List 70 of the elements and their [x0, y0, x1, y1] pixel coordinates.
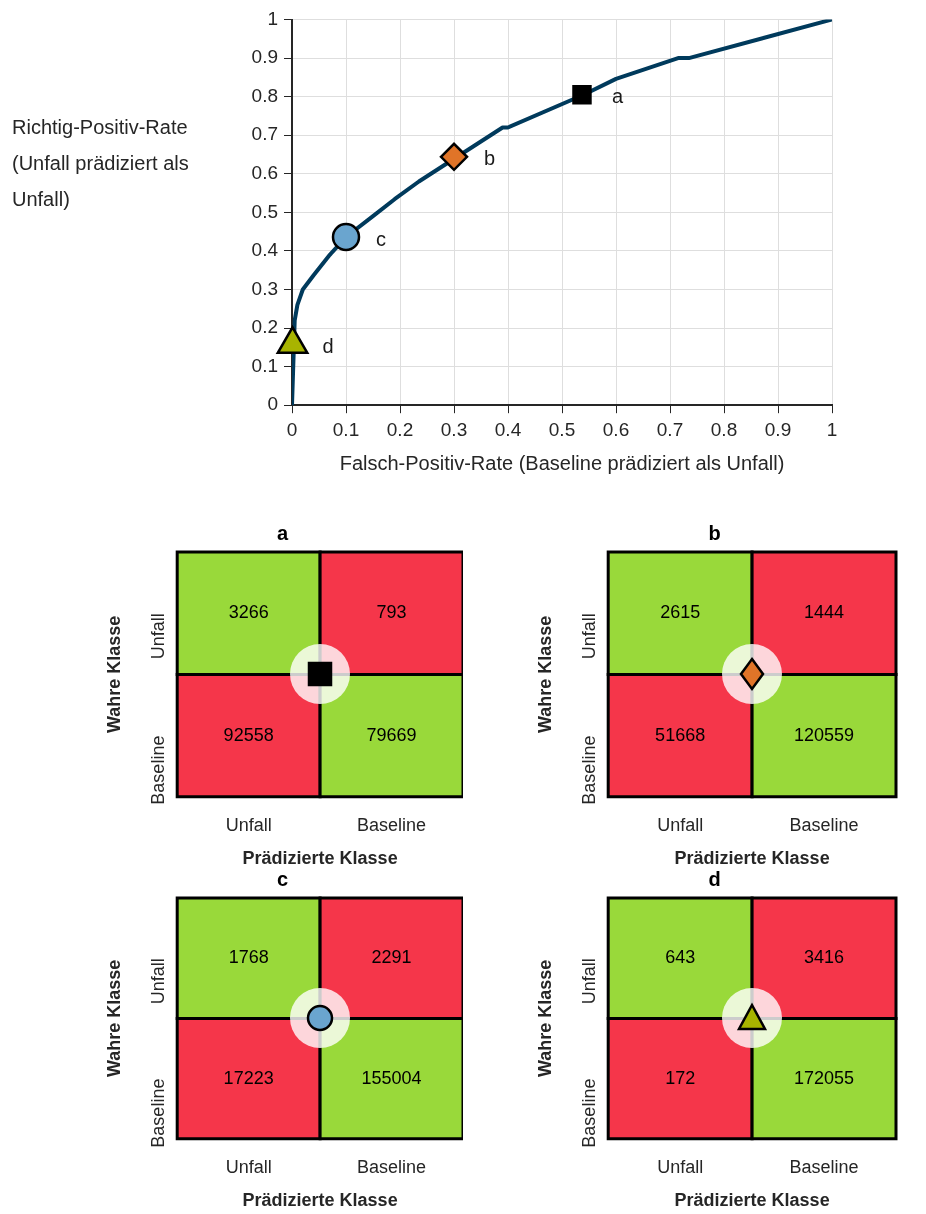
x-tick-label: 0.5 [548, 418, 576, 440]
y-axis-title: Wahre Klasse [534, 615, 555, 734]
data-label: 1444 [804, 602, 845, 623]
x-tick-label: 0.7 [656, 418, 684, 440]
data-label: 2615 [660, 602, 701, 623]
x-tick-label: 0.6 [602, 418, 630, 440]
series-label: d [322, 334, 334, 357]
data-label: 92558 [223, 724, 274, 745]
x-tick-label: 0 [286, 418, 298, 440]
y-axis-title: Richtig-Positiv-Rate (Unfall prädiziert als Unfall) [12, 115, 189, 210]
data-label: 155004 [361, 1067, 422, 1088]
series-label: a [611, 85, 624, 108]
x-tick-label: Baseline [789, 814, 859, 835]
y-tick-label: Unfall [579, 958, 600, 1005]
y-tick-label: 0.2 [251, 316, 278, 338]
x-axis-title: Prädizierte Klasse [674, 848, 830, 869]
series-label: b [484, 147, 496, 170]
data-label: 2291 [371, 947, 412, 968]
point [276, 326, 309, 355]
chart-title: c [276, 867, 289, 890]
x-tick-label: 0.2 [386, 418, 414, 440]
data-label: 17223 [223, 1067, 274, 1088]
x-tick-label: 1 [826, 418, 838, 440]
x-tick-label: Baseline [789, 1156, 859, 1177]
y-axis-title: Wahre Klasse [103, 615, 124, 734]
data-label: 172055 [794, 1067, 855, 1088]
x-tick-label: 0.3 [440, 418, 468, 440]
x-tick-label: 0.8 [710, 418, 738, 440]
data-label: 3266 [228, 602, 269, 623]
point [572, 84, 592, 105]
y-tick-label: 0.3 [251, 277, 278, 299]
series-label: c [376, 227, 386, 250]
data-label: 1768 [228, 947, 269, 968]
data-label: 79669 [366, 724, 417, 745]
x-tick-label: Baseline [357, 1156, 427, 1177]
x-axis-title: Prädizierte Klasse [242, 1190, 398, 1211]
x-axis-title: Falsch-Positiv-Rate (Baseline prädiziert als Unfall) [339, 451, 785, 474]
y-tick-label: 0.5 [251, 200, 278, 222]
x-axis-title: Prädizierte Klasse [674, 1190, 830, 1211]
y-tick-label: Unfall [148, 958, 169, 1005]
x-tick-label: 0.9 [764, 418, 792, 440]
chart-title: b [708, 521, 721, 544]
data-label: 793 [376, 602, 407, 623]
y-tick-label: 0.8 [251, 84, 278, 106]
data-label: 172 [665, 1067, 696, 1088]
data-label: 51668 [655, 724, 706, 745]
y-tick-label: 0.6 [251, 162, 278, 184]
y-tick-label: 0.1 [251, 354, 278, 376]
point [439, 142, 469, 172]
chart-title: d [708, 867, 721, 890]
y-axis-title: Wahre Klasse [534, 959, 555, 1078]
y-tick-label: 0.7 [251, 123, 278, 145]
y-tick-label: Unfall [579, 613, 600, 660]
x-tick-label: Unfall [657, 814, 704, 835]
y-tick-label: 0.9 [251, 46, 278, 68]
data-label: 120559 [794, 724, 855, 745]
x-axis-title: Prädizierte Klasse [242, 848, 398, 869]
y-tick-label: 0.4 [251, 239, 279, 261]
point [331, 222, 361, 252]
x-tick-label: 0.1 [332, 418, 360, 440]
data-label: 3416 [804, 947, 845, 968]
y-tick-label: 0 [267, 393, 278, 415]
data-label: 643 [665, 947, 696, 968]
y-tick-label: 1 [267, 7, 278, 29]
y-axis-title: Wahre Klasse [103, 959, 124, 1078]
x-tick-label: Baseline [357, 814, 427, 835]
chart-title: a [276, 521, 289, 544]
x-tick-label: Unfall [657, 1156, 704, 1177]
y-tick-label: Unfall [148, 613, 169, 660]
x-tick-label: 0.4 [494, 418, 522, 440]
